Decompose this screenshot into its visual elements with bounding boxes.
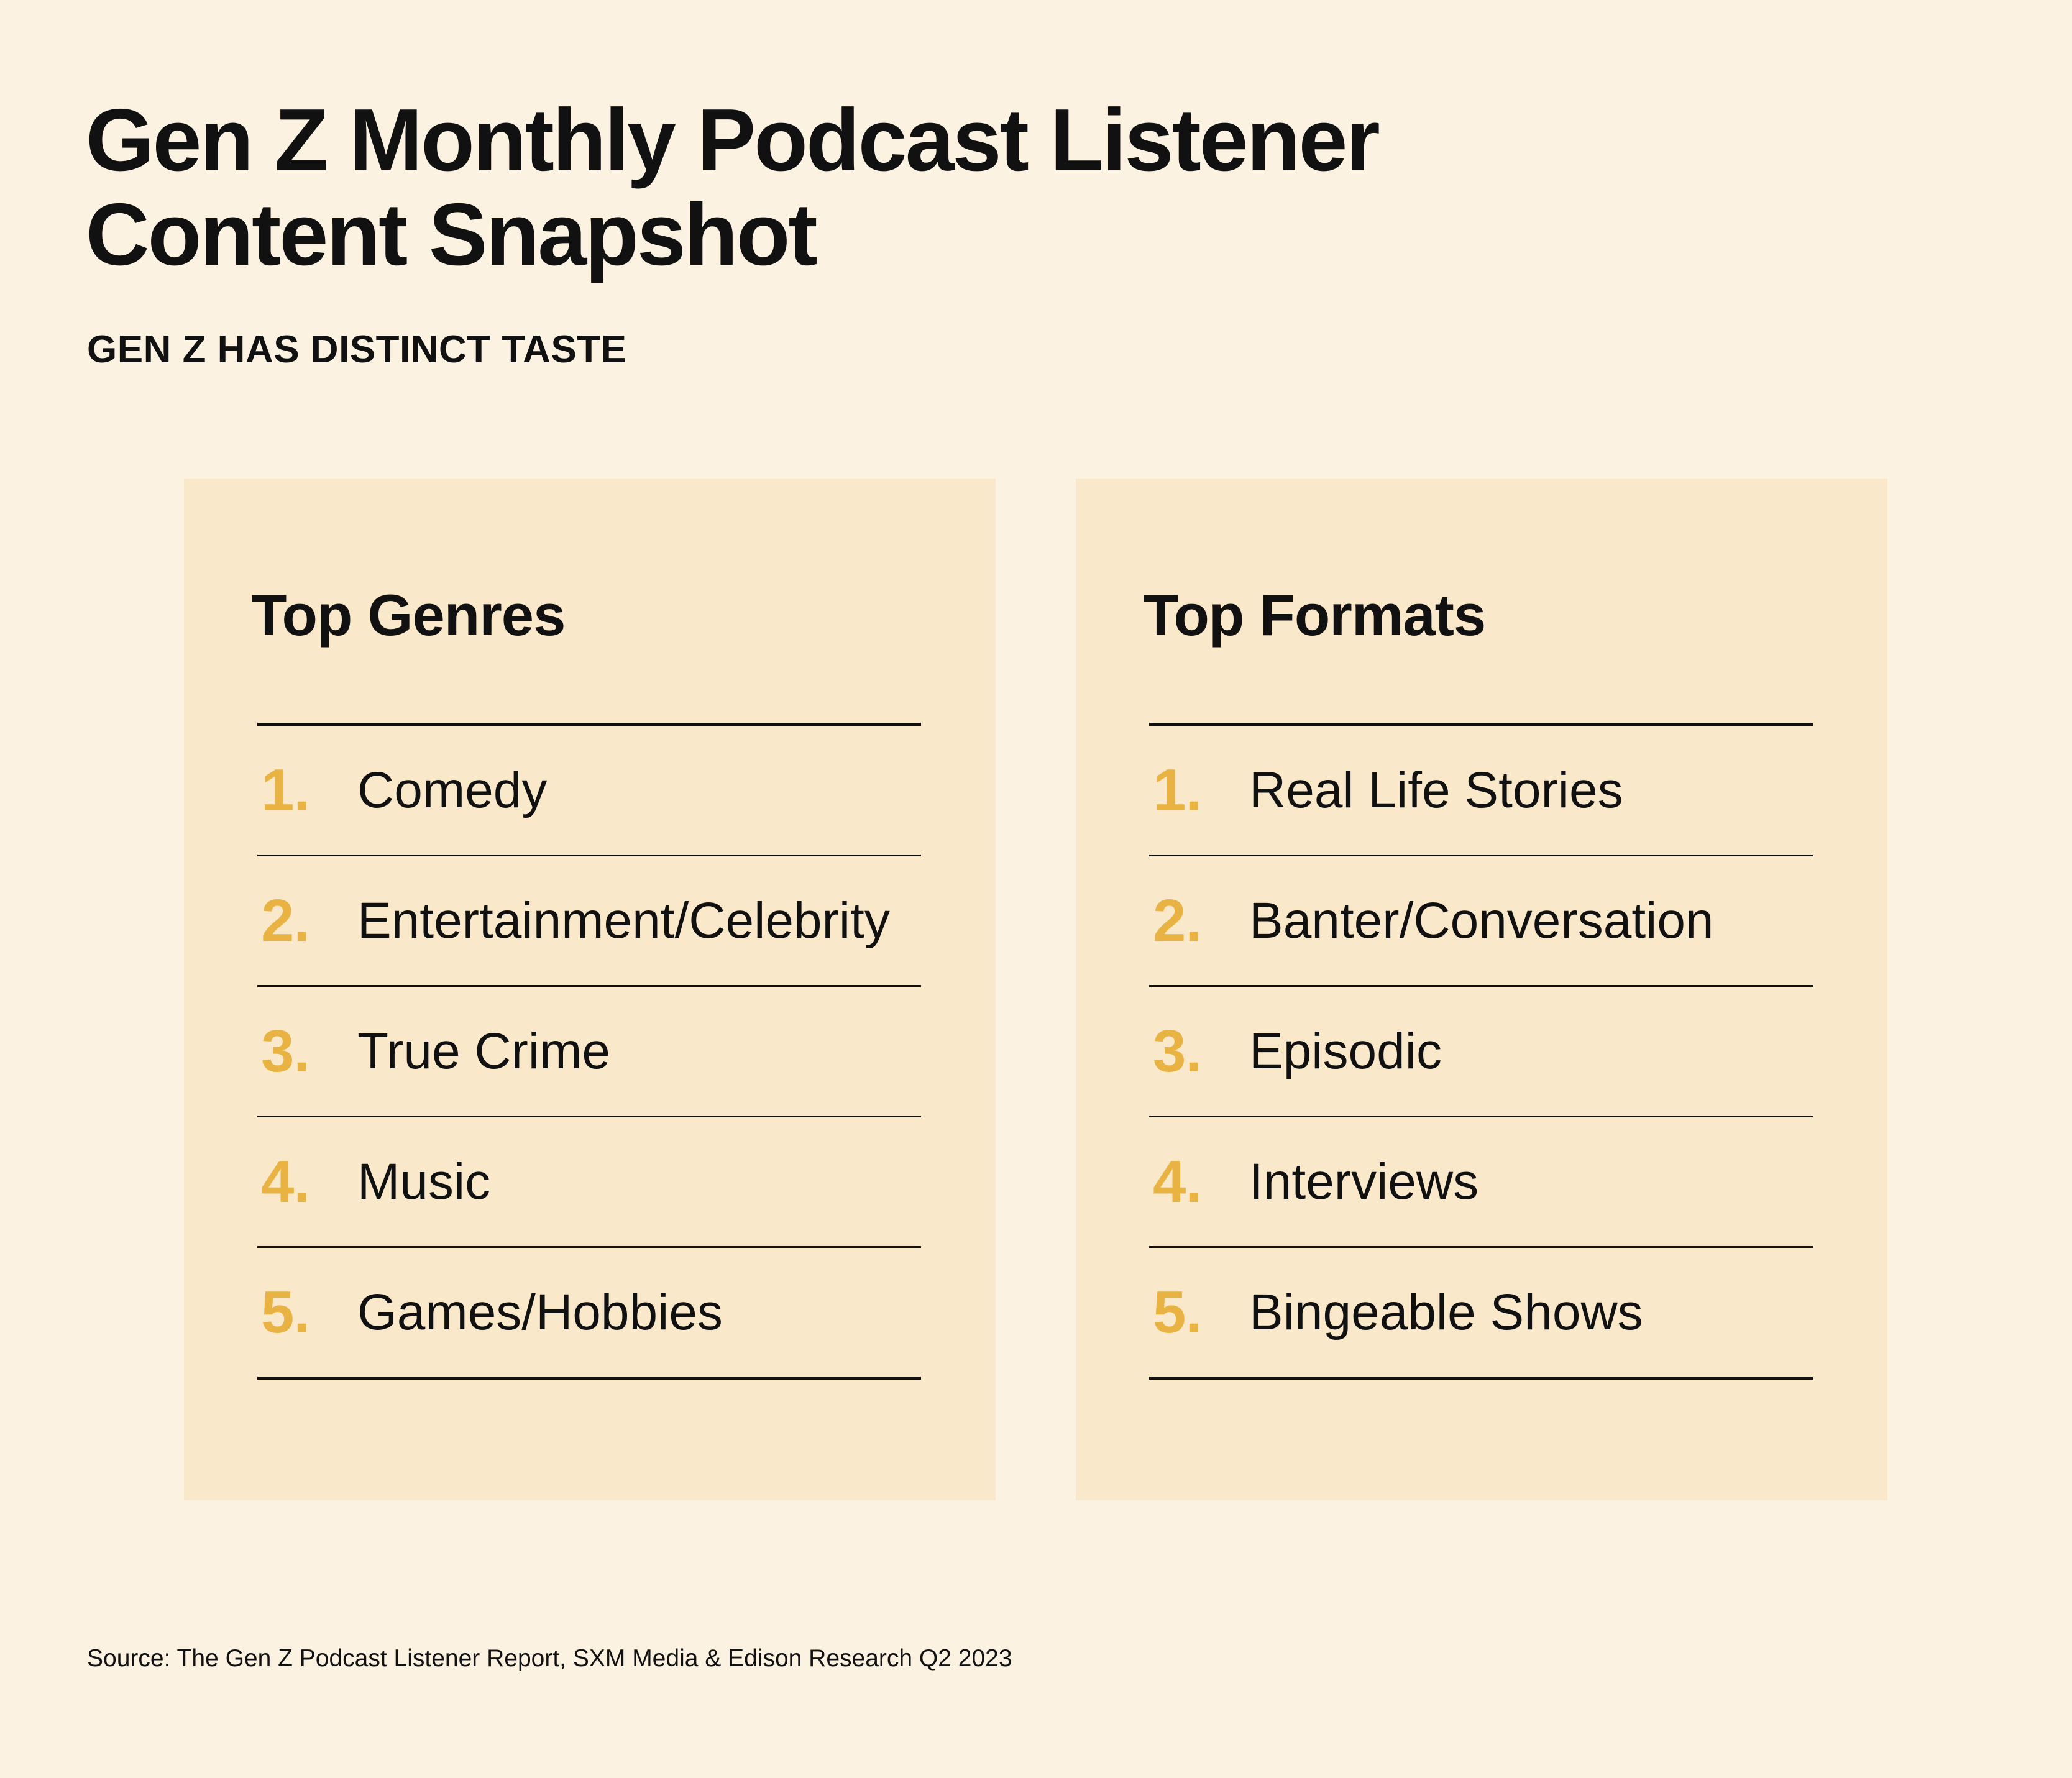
genre-label: Music	[357, 1153, 491, 1210]
format-item: 4. Interviews	[1149, 1117, 1813, 1248]
rank-number: 1.	[1153, 756, 1202, 823]
top-genres-list: 1. Comedy 2. Entertainment/Celebrity 3. …	[257, 723, 921, 1380]
rank-number: 4.	[261, 1148, 310, 1215]
source-note: Source: The Gen Z Podcast Listener Repor…	[87, 1645, 1012, 1672]
format-label: Real Life Stories	[1249, 761, 1623, 818]
format-label: Interviews	[1249, 1153, 1479, 1210]
format-item: 5. Bingeable Shows	[1149, 1248, 1813, 1377]
page-subtitle: GEN Z HAS DISTINCT TASTE	[87, 328, 627, 371]
top-formats-panel: Top Formats 1. Real Life Stories 2. Bant…	[1076, 479, 1887, 1500]
genre-label: Games/Hobbies	[357, 1283, 723, 1340]
genre-item: 4. Music	[257, 1117, 921, 1248]
rank-number: 1.	[261, 756, 310, 823]
genre-label: Comedy	[357, 761, 548, 818]
format-item: 3. Episodic	[1149, 987, 1813, 1117]
page-title-line-1: Gen Z Monthly Podcast Listener	[86, 91, 1380, 190]
rank-number: 2.	[261, 887, 310, 954]
genre-item: 3. True Crime	[257, 987, 921, 1117]
rank-number: 2.	[1153, 887, 1202, 954]
genre-item: 5. Games/Hobbies	[257, 1248, 921, 1377]
top-genres-panel: Top Genres 1. Comedy 2. Entertainment/Ce…	[184, 479, 996, 1500]
page-title: Gen Z Monthly Podcast Listener Content S…	[86, 93, 1702, 282]
top-formats-list: 1. Real Life Stories 2. Banter/Conversat…	[1149, 723, 1813, 1380]
rank-number: 5.	[1153, 1278, 1202, 1345]
page-title-line-2: Content Snapshot	[86, 185, 818, 284]
format-item: 2. Banter/Conversation	[1149, 856, 1813, 987]
rank-number: 5.	[261, 1278, 310, 1345]
rank-number: 3.	[1153, 1017, 1202, 1084]
genre-item: 1. Comedy	[257, 726, 921, 856]
format-label: Banter/Conversation	[1249, 892, 1714, 949]
format-label: Bingeable Shows	[1249, 1283, 1643, 1340]
genre-label: Entertainment/Celebrity	[357, 892, 890, 949]
genre-label: True Crime	[357, 1022, 610, 1079]
rank-number: 4.	[1153, 1148, 1202, 1215]
rank-number: 3.	[261, 1017, 310, 1084]
format-label: Episodic	[1249, 1022, 1442, 1079]
top-formats-title: Top Formats	[1143, 582, 1486, 648]
genre-item: 2. Entertainment/Celebrity	[257, 856, 921, 987]
format-item: 1. Real Life Stories	[1149, 726, 1813, 856]
top-genres-title: Top Genres	[251, 582, 566, 648]
